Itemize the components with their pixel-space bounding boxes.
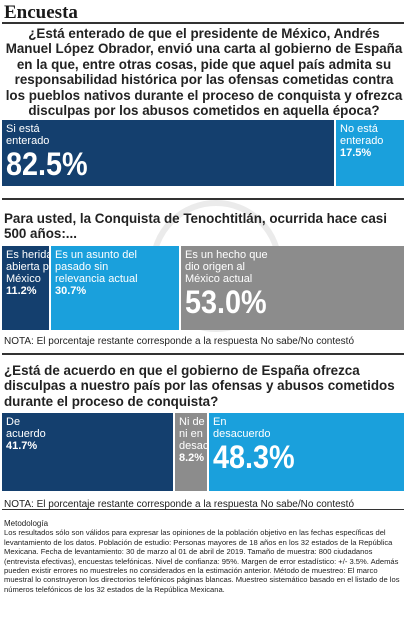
note-1: NOTA: El porcentaje restante corresponde… [4, 336, 355, 347]
bar-value-label: 11.2% [6, 285, 37, 297]
bar-category-label: Es un hecho que dio origen al México act… [185, 249, 268, 285]
bar-category-label: Es un asunto del pasado sin relevancia a… [55, 249, 138, 285]
bar-value-label: 17.5% [340, 147, 372, 159]
divider [2, 22, 404, 24]
divider [2, 509, 404, 510]
bar-category-label: De acuerdo [6, 416, 46, 440]
bar-value-label: 53.0% [185, 284, 267, 320]
bar-segment: Es un asunto del pasado sin relevancia a… [49, 246, 179, 330]
bar-value-label: 8.2% [179, 452, 205, 464]
divider [2, 198, 404, 200]
bar-value-label: 30.7% [55, 285, 87, 297]
note-2: NOTA: El porcentaje restante corresponde… [4, 499, 355, 510]
bar-category-label: Si está enterado [6, 123, 50, 147]
bar-value-label: 82.5% [6, 146, 88, 182]
question-1: ¿Está enterado de que el presidente de M… [5, 26, 403, 119]
bar-segment: De acuerdo 41.7% [2, 413, 173, 491]
divider [2, 353, 404, 355]
bar-value-label: 48.3% [213, 439, 295, 475]
question-3: ¿Está de acuerdo en que el gobierno de E… [4, 363, 395, 409]
bar-category-label: En desacuerdo [213, 416, 271, 440]
methodology-heading: Metodología [4, 519, 49, 528]
bar-category-label: No está enterado [340, 123, 384, 147]
bar-segment: Si está enterado 82.5% [2, 120, 334, 186]
bar-segment: No está enterado 17.5% [334, 120, 404, 186]
chart-2: Es herida abierta para México 11.2% Es un … [2, 246, 404, 330]
chart-1: Si está enterado 82.5% No está enterado 17.… [2, 120, 404, 186]
bar-segment: Es un hecho que dio origen al México act… [179, 246, 404, 330]
question-2: Para usted, la Conquista de Tenochtitlán… [4, 211, 387, 242]
bar-segment: Ni de acuerdo ni en desacuerdo8.2% [173, 413, 248, 491]
bar-value-label: 41.7% [6, 440, 38, 452]
bar-segment: En desacuerdo 48.3% [207, 413, 404, 491]
methodology-text: Los resultados sólo son válidos para exp… [4, 528, 400, 594]
bar-segment: Es herida abierta para México 11.2% [2, 246, 65, 330]
page-title: Encuesta [4, 2, 78, 23]
methodology: Metodología Los resultados sólo son váli… [4, 519, 400, 594]
